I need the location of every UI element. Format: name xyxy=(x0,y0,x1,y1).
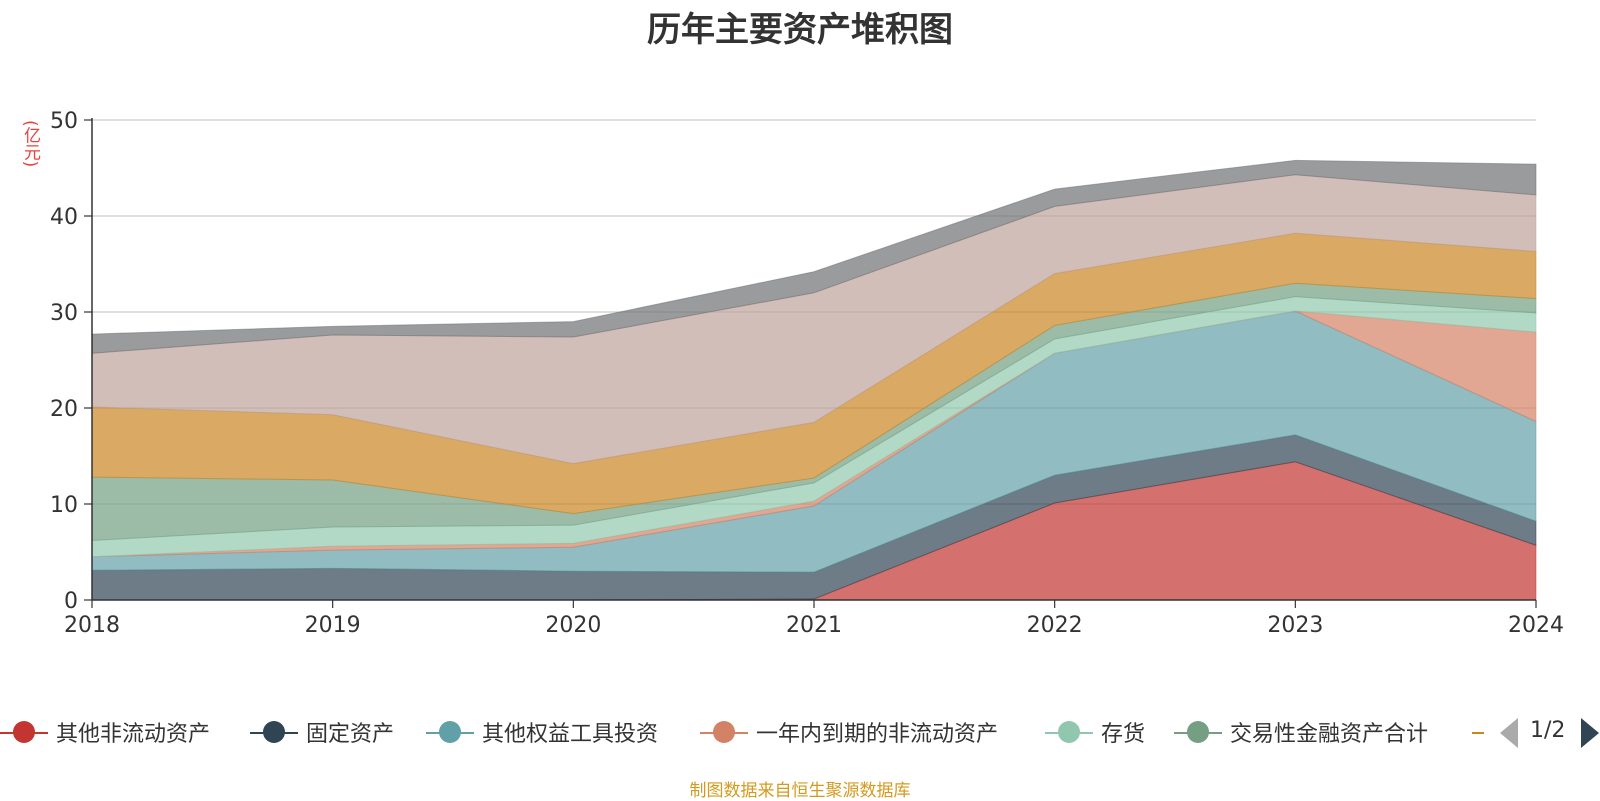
y-tick-label: 20 xyxy=(50,397,78,422)
legend-label: 其他权益工具投资 xyxy=(482,722,659,747)
legend-marker-icon xyxy=(250,712,298,752)
legend-item-noncurrent-due-within-one-year[interactable]: 一年内到期的非流动资产 xyxy=(700,712,998,752)
legend-marker-icon xyxy=(1174,712,1222,752)
data-source-note: 制图数据来自恒生聚源数据库 xyxy=(689,781,911,801)
chart-title: 历年主要资产堆积图 xyxy=(647,10,953,50)
legend-item-other-equity-investments[interactable]: 其他权益工具投资 xyxy=(426,712,658,752)
legend-label: 存货 xyxy=(1101,722,1146,747)
legend-marker-icon xyxy=(700,712,748,752)
x-tick-label: 2022 xyxy=(1027,613,1083,638)
x-tick-label: 2021 xyxy=(786,613,842,638)
legend-item-fixed-assets[interactable]: 固定资产 xyxy=(250,712,394,752)
y-axis-unit-label: (亿元) xyxy=(20,120,40,168)
x-tick-label: 2020 xyxy=(545,613,601,638)
legend-overflow-hint xyxy=(1472,732,1484,734)
y-tick-label: 10 xyxy=(50,493,78,518)
legend: 其他非流动资产 固定资产 其他权益工具投资 一年内到期的非流动资产 存货 交易性… xyxy=(0,712,1600,752)
y-tick-label: 40 xyxy=(50,205,78,230)
legend-label: 交易性金融资产合计 xyxy=(1230,722,1429,747)
legend-marker-icon xyxy=(426,712,474,752)
y-tick-label: 30 xyxy=(50,301,78,326)
legend-page-indicator: 1/2 xyxy=(1530,718,1566,743)
y-tick-label: 0 xyxy=(64,589,78,614)
legend-next-page-icon[interactable] xyxy=(1581,718,1599,748)
legend-item-other-noncurrent-assets[interactable]: 其他非流动资产 xyxy=(0,712,210,752)
axes: 0 10 20 30 40 50 2018 2019 2020 2021 2022 2023 2024 xyxy=(50,109,1564,638)
area-series-其他 xyxy=(91,159,1537,354)
stacked-area-chart: 0 10 20 30 40 50 2018 2019 2020 2021 2022 2023 2024 xyxy=(50,109,1564,638)
legend-label: 一年内到期的非流动资产 xyxy=(756,722,999,747)
legend-label: 其他非流动资产 xyxy=(56,722,211,747)
legend-item-inventory[interactable]: 存货 xyxy=(1045,712,1145,752)
legend-marker-icon xyxy=(1045,712,1093,752)
area-series-group xyxy=(91,159,1537,601)
x-tick-label: 2019 xyxy=(305,613,361,638)
y-tick-label: 50 xyxy=(50,109,78,134)
legend-item-trading-financial-assets[interactable]: 交易性金融资产合计 xyxy=(1174,712,1428,752)
legend-marker-icon xyxy=(0,712,48,752)
legend-prev-page-icon[interactable] xyxy=(1500,718,1518,748)
legend-label: 固定资产 xyxy=(306,722,395,747)
x-tick-label: 2024 xyxy=(1508,613,1564,638)
x-tick-label: 2023 xyxy=(1267,613,1323,638)
x-tick-label: 2018 xyxy=(64,613,120,638)
